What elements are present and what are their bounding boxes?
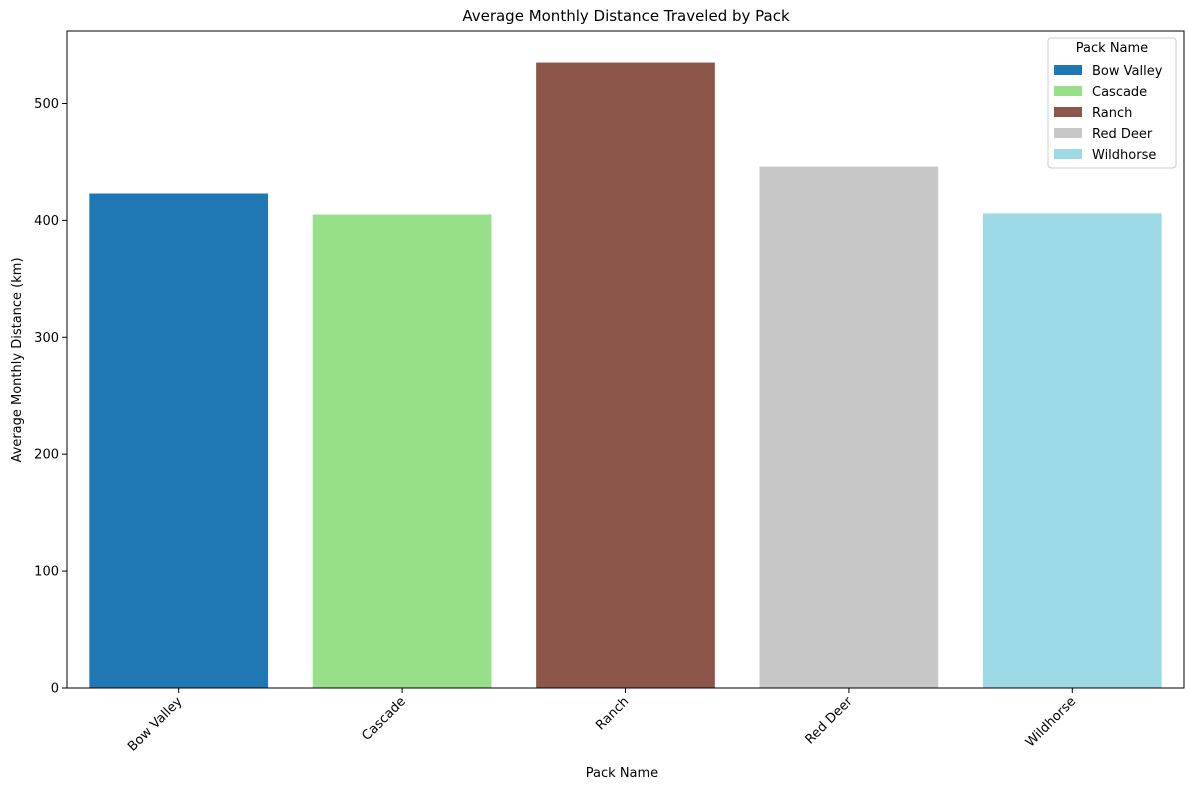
y-tick-label: 300 xyxy=(34,331,59,346)
legend-label: Red Deer xyxy=(1092,127,1153,142)
x-tick-label: Ranch xyxy=(593,694,632,733)
legend-swatch xyxy=(1054,65,1082,75)
bar-cascade xyxy=(312,214,492,689)
x-tick-label: Cascade xyxy=(359,694,409,744)
legend-label: Ranch xyxy=(1092,106,1132,121)
y-tick-label: 200 xyxy=(34,448,59,463)
bar-ranch xyxy=(536,62,715,689)
x-tick-label: Red Deer xyxy=(803,694,857,748)
y-tick-label: 400 xyxy=(34,214,59,229)
legend-entries: Bow Valley Cascade Ranch Red Deer Wildhorse xyxy=(1054,64,1163,163)
x-tick-label: Bow Valley xyxy=(125,694,186,755)
bar-bow-valley xyxy=(89,193,269,688)
bar-red-deer xyxy=(759,166,939,689)
y-tick-label: 500 xyxy=(34,97,59,112)
y-axis: 0 100 200 300 400 500 xyxy=(34,97,67,697)
bar-wildhorse xyxy=(982,213,1162,688)
legend-label: Bow Valley xyxy=(1092,64,1163,79)
chart-title: Average Monthly Distance Traveled by Pac… xyxy=(462,7,790,25)
x-axis-title: Pack Name xyxy=(586,766,658,781)
x-tick-label: Wildhorse xyxy=(1023,694,1079,750)
legend-swatch xyxy=(1054,86,1082,96)
legend-swatch xyxy=(1054,107,1082,117)
legend-label: Cascade xyxy=(1092,85,1147,100)
y-tick-label: 0 xyxy=(51,682,59,697)
legend-swatch xyxy=(1054,149,1082,159)
legend-title: Pack Name xyxy=(1076,41,1148,56)
x-axis: Bow Valley Cascade Ranch Red Deer Wildhorse xyxy=(125,688,1079,755)
legend-label: Wildhorse xyxy=(1092,148,1156,163)
legend: Pack Name Bow Valley Cascade Ranch Red Deer… xyxy=(1047,37,1177,169)
y-tick-label: 100 xyxy=(34,565,59,580)
y-axis-title: Average Monthly Distance (km) xyxy=(10,257,25,462)
legend-swatch xyxy=(1054,128,1082,138)
bars-layer xyxy=(89,62,1162,689)
